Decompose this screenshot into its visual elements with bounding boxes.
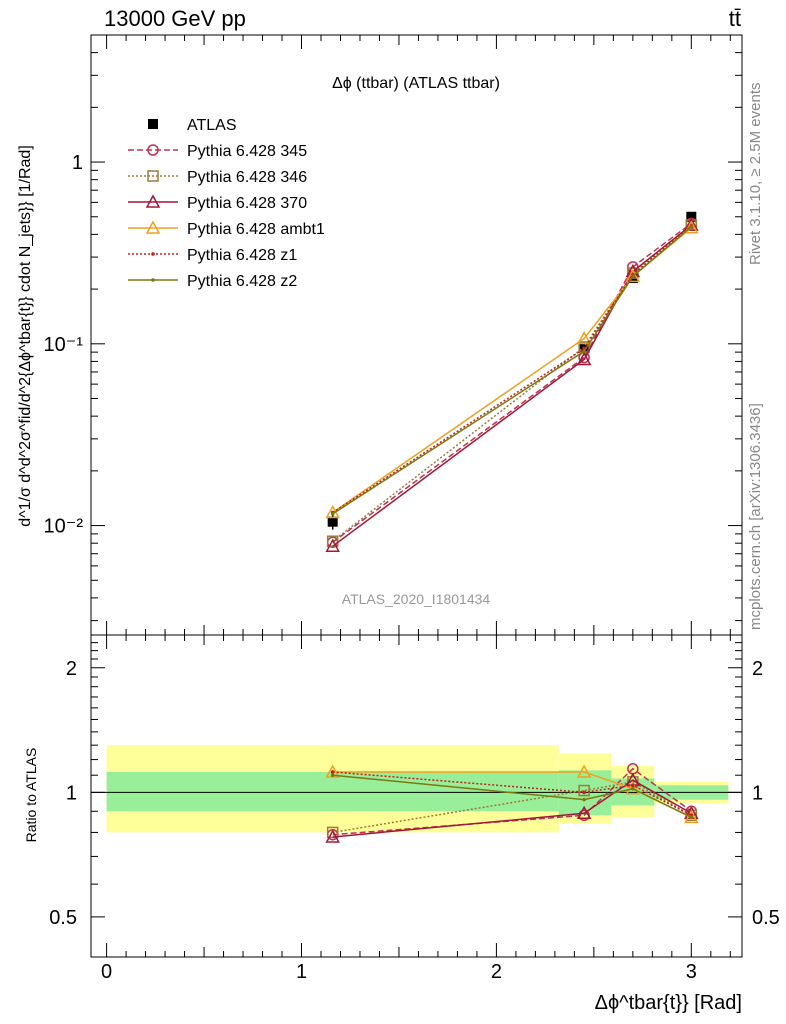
series-6 xyxy=(330,225,694,516)
ratio-series-group xyxy=(325,763,699,843)
ratio-series-5 xyxy=(330,773,694,820)
analysis-watermark: ATLAS_2020_I1801434 xyxy=(342,591,491,607)
rivet-label: Rivet 3.1.10, ≥ 2.5M events xyxy=(747,83,764,266)
ratio-plot-frame xyxy=(90,634,743,958)
data-point xyxy=(582,349,586,354)
data-point xyxy=(684,220,699,234)
legend-label: Pythia 6.428 346 xyxy=(187,169,307,186)
legend-marker xyxy=(145,194,161,208)
ratio-point xyxy=(631,786,635,791)
ratio-point xyxy=(330,773,335,778)
legend-marker xyxy=(151,252,155,256)
ratio-point xyxy=(631,783,635,788)
series-1 xyxy=(326,217,698,548)
legend-item: Pythia 6.428 345 xyxy=(128,143,307,160)
legend-item: Pythia 6.428 ambt1 xyxy=(128,220,325,238)
series-3 xyxy=(325,217,699,552)
legend-item: Pythia 6.428 370 xyxy=(128,194,307,212)
main-y-tick-label: 10⁻¹ xyxy=(44,334,84,356)
ratio-y-tick-label: 0.5 xyxy=(49,907,77,929)
legend-marker xyxy=(145,220,161,234)
data-point xyxy=(684,217,699,231)
ratio-point xyxy=(325,829,340,843)
legend-item: Pythia 6.428 z2 xyxy=(128,273,297,290)
legend-marker xyxy=(147,170,159,182)
x-tick-label: 1 xyxy=(296,961,307,983)
series-line xyxy=(332,225,692,514)
ratio-y-tick-label-right: 2 xyxy=(752,658,763,680)
ratio-uncertainty-bands xyxy=(91,745,742,833)
x-axis-label: Δϕ^tbar{t}} [Rad] xyxy=(595,992,742,1014)
ratio-point xyxy=(576,764,592,778)
legend-marker xyxy=(147,144,159,156)
data-point xyxy=(326,535,339,547)
ratio-series-line xyxy=(332,771,692,816)
data-point xyxy=(330,512,335,516)
legend-marker xyxy=(151,278,155,282)
process-label: tt̄ xyxy=(729,6,741,31)
ratio-point xyxy=(625,781,641,795)
ratio-point xyxy=(684,809,699,824)
x-tick-label: 0 xyxy=(101,961,112,983)
ratio-y-tick-label-right: 1 xyxy=(752,782,763,804)
ratio-series-line xyxy=(332,779,692,838)
main-axis-ticks: 10⁻² 10⁻¹ 1 xyxy=(44,34,742,635)
legend-item: Pythia 6.428 346 xyxy=(128,169,307,186)
data-point xyxy=(625,268,641,283)
series-line xyxy=(332,226,692,515)
ratio-y-tick-label: 2 xyxy=(66,658,77,680)
main-plot-panel: Δϕ (ttbar) (ATLAS ttbar) ATLAS_2020_I180… xyxy=(17,34,743,636)
data-point xyxy=(576,351,592,366)
data-point xyxy=(631,274,635,279)
ratio-point xyxy=(582,797,586,802)
legend-label: Pythia 6.428 z2 xyxy=(187,273,297,290)
plot-title: Δϕ (ttbar) (ATLAS ttbar) xyxy=(332,75,500,92)
data-point xyxy=(325,538,340,552)
main-series-group xyxy=(325,211,699,552)
legend-label: Pythia 6.428 370 xyxy=(187,195,307,212)
data-point xyxy=(327,516,338,527)
main-y-tick-label: 1 xyxy=(72,152,83,174)
ratio-point xyxy=(330,770,335,774)
mcplots-label: mcplots.cern.ch [arXiv:1306.3436] xyxy=(747,403,764,630)
ratio-point xyxy=(326,826,339,839)
legend-label: Pythia 6.428 z1 xyxy=(187,247,297,264)
legend-label: Pythia 6.428 345 xyxy=(187,143,307,160)
series-line xyxy=(332,224,692,547)
ratio-series-line xyxy=(332,774,692,819)
ratio-y-tick-label: 1 xyxy=(66,782,77,804)
ratio-plot-panel: 0.5 0.5 1 1 2 2 0 1 2 3 Ratio to ATLAS Δϕ^tbar{t}… xyxy=(23,634,780,1014)
data-point xyxy=(576,330,592,345)
x-tick-label: 3 xyxy=(686,961,697,983)
ratio-point xyxy=(578,784,590,797)
legend-marker xyxy=(148,119,158,129)
main-y-tick-label: 10⁻² xyxy=(44,516,84,538)
x-tick-label: 2 xyxy=(491,961,502,983)
ratio-point xyxy=(576,805,592,820)
ratio-y-tick-label-right: 0.5 xyxy=(752,907,780,929)
legend-label: ATLAS xyxy=(187,117,237,134)
series-line xyxy=(332,222,692,543)
legend: ATLAS Pythia 6.428 345 Pythia 6.428 346 Pyt… xyxy=(128,117,325,290)
legend-label: Pythia 6.428 ambt1 xyxy=(187,221,325,238)
ratio-point xyxy=(689,815,694,820)
data-point xyxy=(686,211,697,222)
main-y-axis-label: d^1/σ d^d^2σ^fid/d^2{Δϕ^tbar{t}} cdot N_… xyxy=(17,145,34,527)
legend-item: ATLAS xyxy=(148,117,237,134)
ratio-y-axis-label: Ratio to ATLAS xyxy=(23,748,39,843)
ratio-point xyxy=(582,790,586,795)
data-point xyxy=(689,225,694,229)
inner-uncertainty-band xyxy=(106,771,559,812)
legend-item: Pythia 6.428 z1 xyxy=(128,247,297,264)
ratio-axis-ticks: 0.5 0.5 1 1 2 2 0 1 2 3 xyxy=(49,634,780,983)
energy-label: 13000 GeV pp xyxy=(104,6,246,31)
